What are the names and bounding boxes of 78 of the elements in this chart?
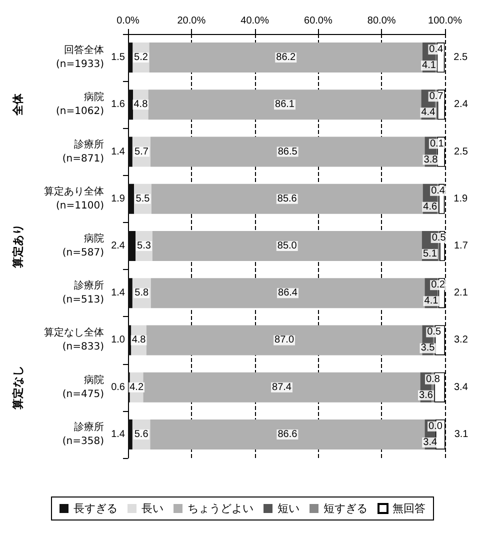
data-label: 0.4 — [429, 44, 444, 56]
x-tick-label: 40.0% — [240, 16, 270, 26]
data-label: 5.1 — [422, 248, 438, 260]
data-label: 86.5 — [278, 146, 298, 158]
data-label: 2.5 — [454, 52, 468, 64]
legend-label: 長すぎる — [74, 502, 118, 515]
legend-label: 長い — [142, 502, 164, 515]
data-label: 4.6 — [423, 201, 438, 212]
data-label: 1.7 — [454, 240, 468, 252]
legend-label: 短い — [278, 502, 300, 515]
data-label: 0.4 — [431, 185, 446, 196]
data-label: 3.1 — [454, 428, 469, 440]
data-label: 4.8 — [134, 99, 148, 110]
data-label: 0.5 — [432, 232, 446, 244]
data-label: 5.3 — [137, 240, 152, 252]
x-tick-label: 80.0% — [367, 16, 396, 26]
data-label: 5.7 — [134, 146, 149, 158]
data-label: 5.8 — [134, 288, 150, 299]
data-label: 1.4 — [111, 428, 126, 440]
y-tick-label: 病院 (n=587) — [62, 232, 104, 258]
data-label: 85.0 — [277, 240, 298, 252]
data-label: 2.1 — [454, 288, 468, 299]
y-tick-label: 算定なし全体 (n=833) — [44, 326, 104, 353]
data-label: 1.9 — [111, 193, 126, 204]
data-label: 86.4 — [278, 288, 298, 299]
data-label: 2.5 — [454, 146, 468, 158]
text: 算定なし — [12, 365, 24, 410]
x-tick-label: 20.0% — [177, 16, 206, 26]
data-label: 86.6 — [278, 428, 298, 440]
data-label: 85.6 — [277, 193, 298, 204]
y-tick-label: 病院 (n=475) — [62, 374, 104, 400]
y-tick-label: 診療所 (n=871) — [62, 138, 104, 164]
data-label: 3.5 — [420, 342, 436, 354]
data-label: 0.1 — [430, 138, 444, 150]
y-tick-label: 回答全体 (n=1933) — [56, 44, 104, 70]
text: 全体 — [12, 92, 24, 117]
data-label: 86.1 — [275, 99, 295, 110]
data-label: 4.8 — [132, 334, 146, 346]
data-label: 1.9 — [454, 193, 468, 204]
data-label: 0.0 — [428, 420, 443, 432]
legend-label: ちょうどよい — [188, 502, 254, 515]
data-label: 4.4 — [421, 107, 436, 118]
data-label: 1.4 — [111, 146, 126, 158]
data-label: 2.4 — [454, 99, 468, 110]
y-tick-label: 診療所 (n=358) — [62, 420, 104, 447]
data-label: 0.2 — [431, 280, 446, 291]
data-label: 0.6 — [111, 382, 126, 393]
data-label: 1.5 — [111, 52, 126, 64]
data-label: 4.1 — [424, 296, 439, 307]
x-tick-label: 100.0% — [428, 16, 462, 26]
data-label: 0.5 — [427, 326, 442, 338]
data-label: 5.5 — [136, 193, 150, 204]
legend-label: 無回答 — [392, 502, 426, 515]
data-label: 0.7 — [429, 91, 444, 102]
data-label: 4.1 — [422, 60, 436, 72]
data-label: 3.4 — [454, 382, 468, 393]
y-tick-label: 算定あり全体 (n=1100) — [44, 185, 104, 212]
data-label: 3.2 — [454, 334, 468, 346]
data-label: 4.2 — [130, 382, 144, 393]
data-label: 1.6 — [111, 99, 126, 110]
data-label: 1.0 — [111, 334, 126, 346]
y-tick-label: 病院 (n=1062) — [56, 91, 104, 118]
data-label: 3.8 — [424, 154, 438, 166]
data-label: 87.0 — [274, 334, 294, 346]
data-label: 87.4 — [272, 382, 292, 393]
legend-label: 短すぎる — [324, 502, 368, 515]
data-label: 86.2 — [276, 52, 296, 64]
data-label: 2.4 — [111, 240, 126, 252]
data-label: 3.6 — [419, 390, 434, 401]
x-tick-label: 60.0% — [304, 16, 332, 26]
data-label: 0.8 — [426, 374, 440, 385]
data-label: 5.2 — [134, 52, 148, 64]
x-tick-label: 0.0% — [116, 16, 140, 26]
data-label: 3.4 — [423, 436, 438, 448]
y-tick-label: 診療所 (n=513) — [62, 280, 104, 306]
data-label: 5.6 — [134, 428, 149, 440]
data-label: 1.4 — [111, 288, 126, 299]
text: 算定あり — [12, 224, 24, 269]
